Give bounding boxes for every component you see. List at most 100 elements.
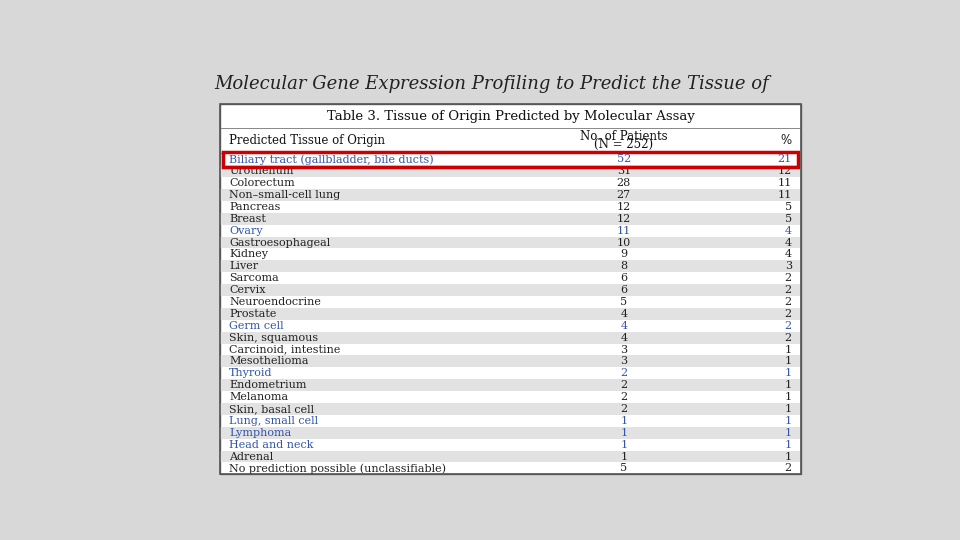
Bar: [221, 308, 801, 320]
Text: 27: 27: [616, 190, 631, 200]
Text: Urothelium: Urothelium: [229, 166, 294, 176]
Text: 2: 2: [620, 368, 627, 379]
Text: 2: 2: [784, 309, 792, 319]
Text: Biliary tract (gallbladder, bile ducts): Biliary tract (gallbladder, bile ducts): [229, 154, 434, 165]
Text: 1: 1: [784, 428, 792, 438]
Text: Pancreas: Pancreas: [229, 202, 280, 212]
Text: Carcinoid, intestine: Carcinoid, intestine: [229, 345, 341, 355]
Bar: [221, 104, 801, 474]
Text: Kidney: Kidney: [229, 249, 269, 259]
Text: 4: 4: [784, 238, 792, 247]
Text: 2: 2: [784, 297, 792, 307]
Bar: [221, 355, 801, 367]
Text: Cervix: Cervix: [229, 285, 266, 295]
Text: 5: 5: [784, 214, 792, 224]
Text: 28: 28: [616, 178, 631, 188]
Text: Sarcoma: Sarcoma: [229, 273, 279, 283]
Text: Skin, basal cell: Skin, basal cell: [229, 404, 315, 414]
Text: Predicted Tissue of Origin: Predicted Tissue of Origin: [229, 134, 385, 147]
Text: 9: 9: [620, 249, 627, 259]
Text: Germ cell: Germ cell: [229, 321, 284, 331]
Bar: [221, 165, 801, 177]
Text: Mesothelioma: Mesothelioma: [229, 356, 309, 367]
Text: 21: 21: [778, 154, 792, 164]
Text: 4: 4: [620, 333, 627, 343]
Text: 1: 1: [784, 356, 792, 367]
Text: (N = 252): (N = 252): [594, 138, 654, 151]
Text: 1: 1: [620, 440, 627, 450]
Text: Thyroid: Thyroid: [229, 368, 273, 379]
Text: 5: 5: [784, 202, 792, 212]
Text: Skin, squamous: Skin, squamous: [229, 333, 319, 343]
Text: Melanoma: Melanoma: [229, 392, 289, 402]
Text: Lymphoma: Lymphoma: [229, 428, 292, 438]
Text: 2: 2: [784, 333, 792, 343]
Text: 2: 2: [784, 285, 792, 295]
Text: No. of Patients: No. of Patients: [580, 131, 667, 144]
Text: 11: 11: [616, 226, 631, 235]
Bar: [221, 260, 801, 272]
Text: Prostate: Prostate: [229, 309, 276, 319]
Text: 3: 3: [620, 345, 627, 355]
Text: 2: 2: [620, 404, 627, 414]
Text: 6: 6: [620, 273, 627, 283]
Text: 31: 31: [616, 166, 631, 176]
Text: 1: 1: [784, 440, 792, 450]
Text: 1: 1: [784, 404, 792, 414]
Text: 2: 2: [784, 463, 792, 474]
Bar: [221, 332, 801, 343]
Bar: [221, 213, 801, 225]
Text: 2: 2: [784, 321, 792, 331]
Bar: [221, 104, 801, 474]
Text: 1: 1: [784, 392, 792, 402]
Text: 12: 12: [778, 166, 792, 176]
Text: Ovary: Ovary: [229, 226, 263, 235]
Text: 52: 52: [616, 154, 631, 164]
Text: 1: 1: [784, 416, 792, 426]
Text: No prediction possible (unclassifiable): No prediction possible (unclassifiable): [229, 463, 446, 474]
Text: Head and neck: Head and neck: [229, 440, 314, 450]
Text: 1: 1: [784, 368, 792, 379]
Text: 1: 1: [620, 428, 627, 438]
Text: 1: 1: [784, 345, 792, 355]
Bar: [221, 427, 801, 438]
Text: 2: 2: [620, 380, 627, 390]
Text: 12: 12: [616, 202, 631, 212]
Text: 4: 4: [620, 309, 627, 319]
Text: 1: 1: [784, 380, 792, 390]
Text: 5: 5: [620, 463, 627, 474]
Text: 10: 10: [616, 238, 631, 247]
Text: 6: 6: [620, 285, 627, 295]
Text: 12: 12: [616, 214, 631, 224]
Bar: [224, 152, 798, 167]
Text: Colorectum: Colorectum: [229, 178, 295, 188]
Text: 1: 1: [620, 451, 627, 462]
Text: Gastroesophageal: Gastroesophageal: [229, 238, 330, 247]
Text: Lung, small cell: Lung, small cell: [229, 416, 319, 426]
Bar: [221, 450, 801, 462]
Bar: [221, 403, 801, 415]
Text: 1: 1: [784, 451, 792, 462]
Text: 5: 5: [620, 297, 627, 307]
Text: Adrenal: Adrenal: [229, 451, 274, 462]
Text: Neuroendocrine: Neuroendocrine: [229, 297, 322, 307]
Text: 4: 4: [620, 321, 627, 331]
Text: 4: 4: [784, 249, 792, 259]
Text: 4: 4: [784, 226, 792, 235]
Text: 1: 1: [620, 416, 627, 426]
Text: 11: 11: [778, 190, 792, 200]
Bar: [221, 379, 801, 391]
Text: 3: 3: [784, 261, 792, 271]
Text: 3: 3: [620, 356, 627, 367]
Text: 2: 2: [620, 392, 627, 402]
Text: 2: 2: [784, 273, 792, 283]
Text: Table 3. Tissue of Origin Predicted by Molecular Assay: Table 3. Tissue of Origin Predicted by M…: [326, 110, 694, 123]
Text: Breast: Breast: [229, 214, 266, 224]
Text: Liver: Liver: [229, 261, 258, 271]
Text: Non–small-cell lung: Non–small-cell lung: [229, 190, 341, 200]
Text: Endometrium: Endometrium: [229, 380, 307, 390]
Bar: [221, 237, 801, 248]
Text: 11: 11: [778, 178, 792, 188]
Text: Molecular Gene Expression Profiling to Predict the Tissue of: Molecular Gene Expression Profiling to P…: [215, 75, 769, 93]
Text: %: %: [780, 134, 792, 147]
